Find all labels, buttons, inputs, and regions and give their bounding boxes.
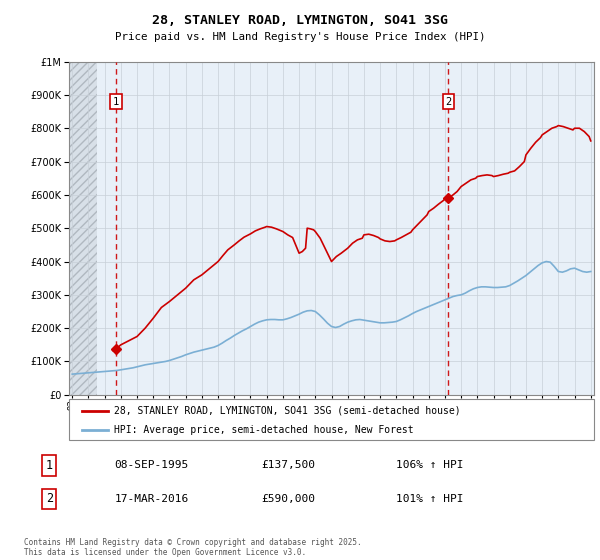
Text: 28, STANLEY ROAD, LYMINGTON, SO41 3SG: 28, STANLEY ROAD, LYMINGTON, SO41 3SG [152, 14, 448, 27]
Text: 2: 2 [46, 492, 53, 506]
Text: 1: 1 [113, 96, 119, 106]
Text: 08-SEP-1995: 08-SEP-1995 [114, 460, 188, 470]
Text: £137,500: £137,500 [261, 460, 315, 470]
Text: Price paid vs. HM Land Registry's House Price Index (HPI): Price paid vs. HM Land Registry's House … [115, 32, 485, 43]
Text: 2: 2 [445, 96, 451, 106]
Text: 106% ↑ HPI: 106% ↑ HPI [396, 460, 464, 470]
Text: 17-MAR-2016: 17-MAR-2016 [114, 494, 188, 504]
Text: 1: 1 [46, 459, 53, 472]
Text: 28, STANLEY ROAD, LYMINGTON, SO41 3SG (semi-detached house): 28, STANLEY ROAD, LYMINGTON, SO41 3SG (s… [113, 405, 460, 416]
Text: HPI: Average price, semi-detached house, New Forest: HPI: Average price, semi-detached house,… [113, 424, 413, 435]
Bar [69, 62, 97, 395]
Text: £590,000: £590,000 [261, 494, 315, 504]
Text: Contains HM Land Registry data © Crown copyright and database right 2025.
This d: Contains HM Land Registry data © Crown c… [24, 538, 362, 557]
Text: 101% ↑ HPI: 101% ↑ HPI [396, 494, 464, 504]
